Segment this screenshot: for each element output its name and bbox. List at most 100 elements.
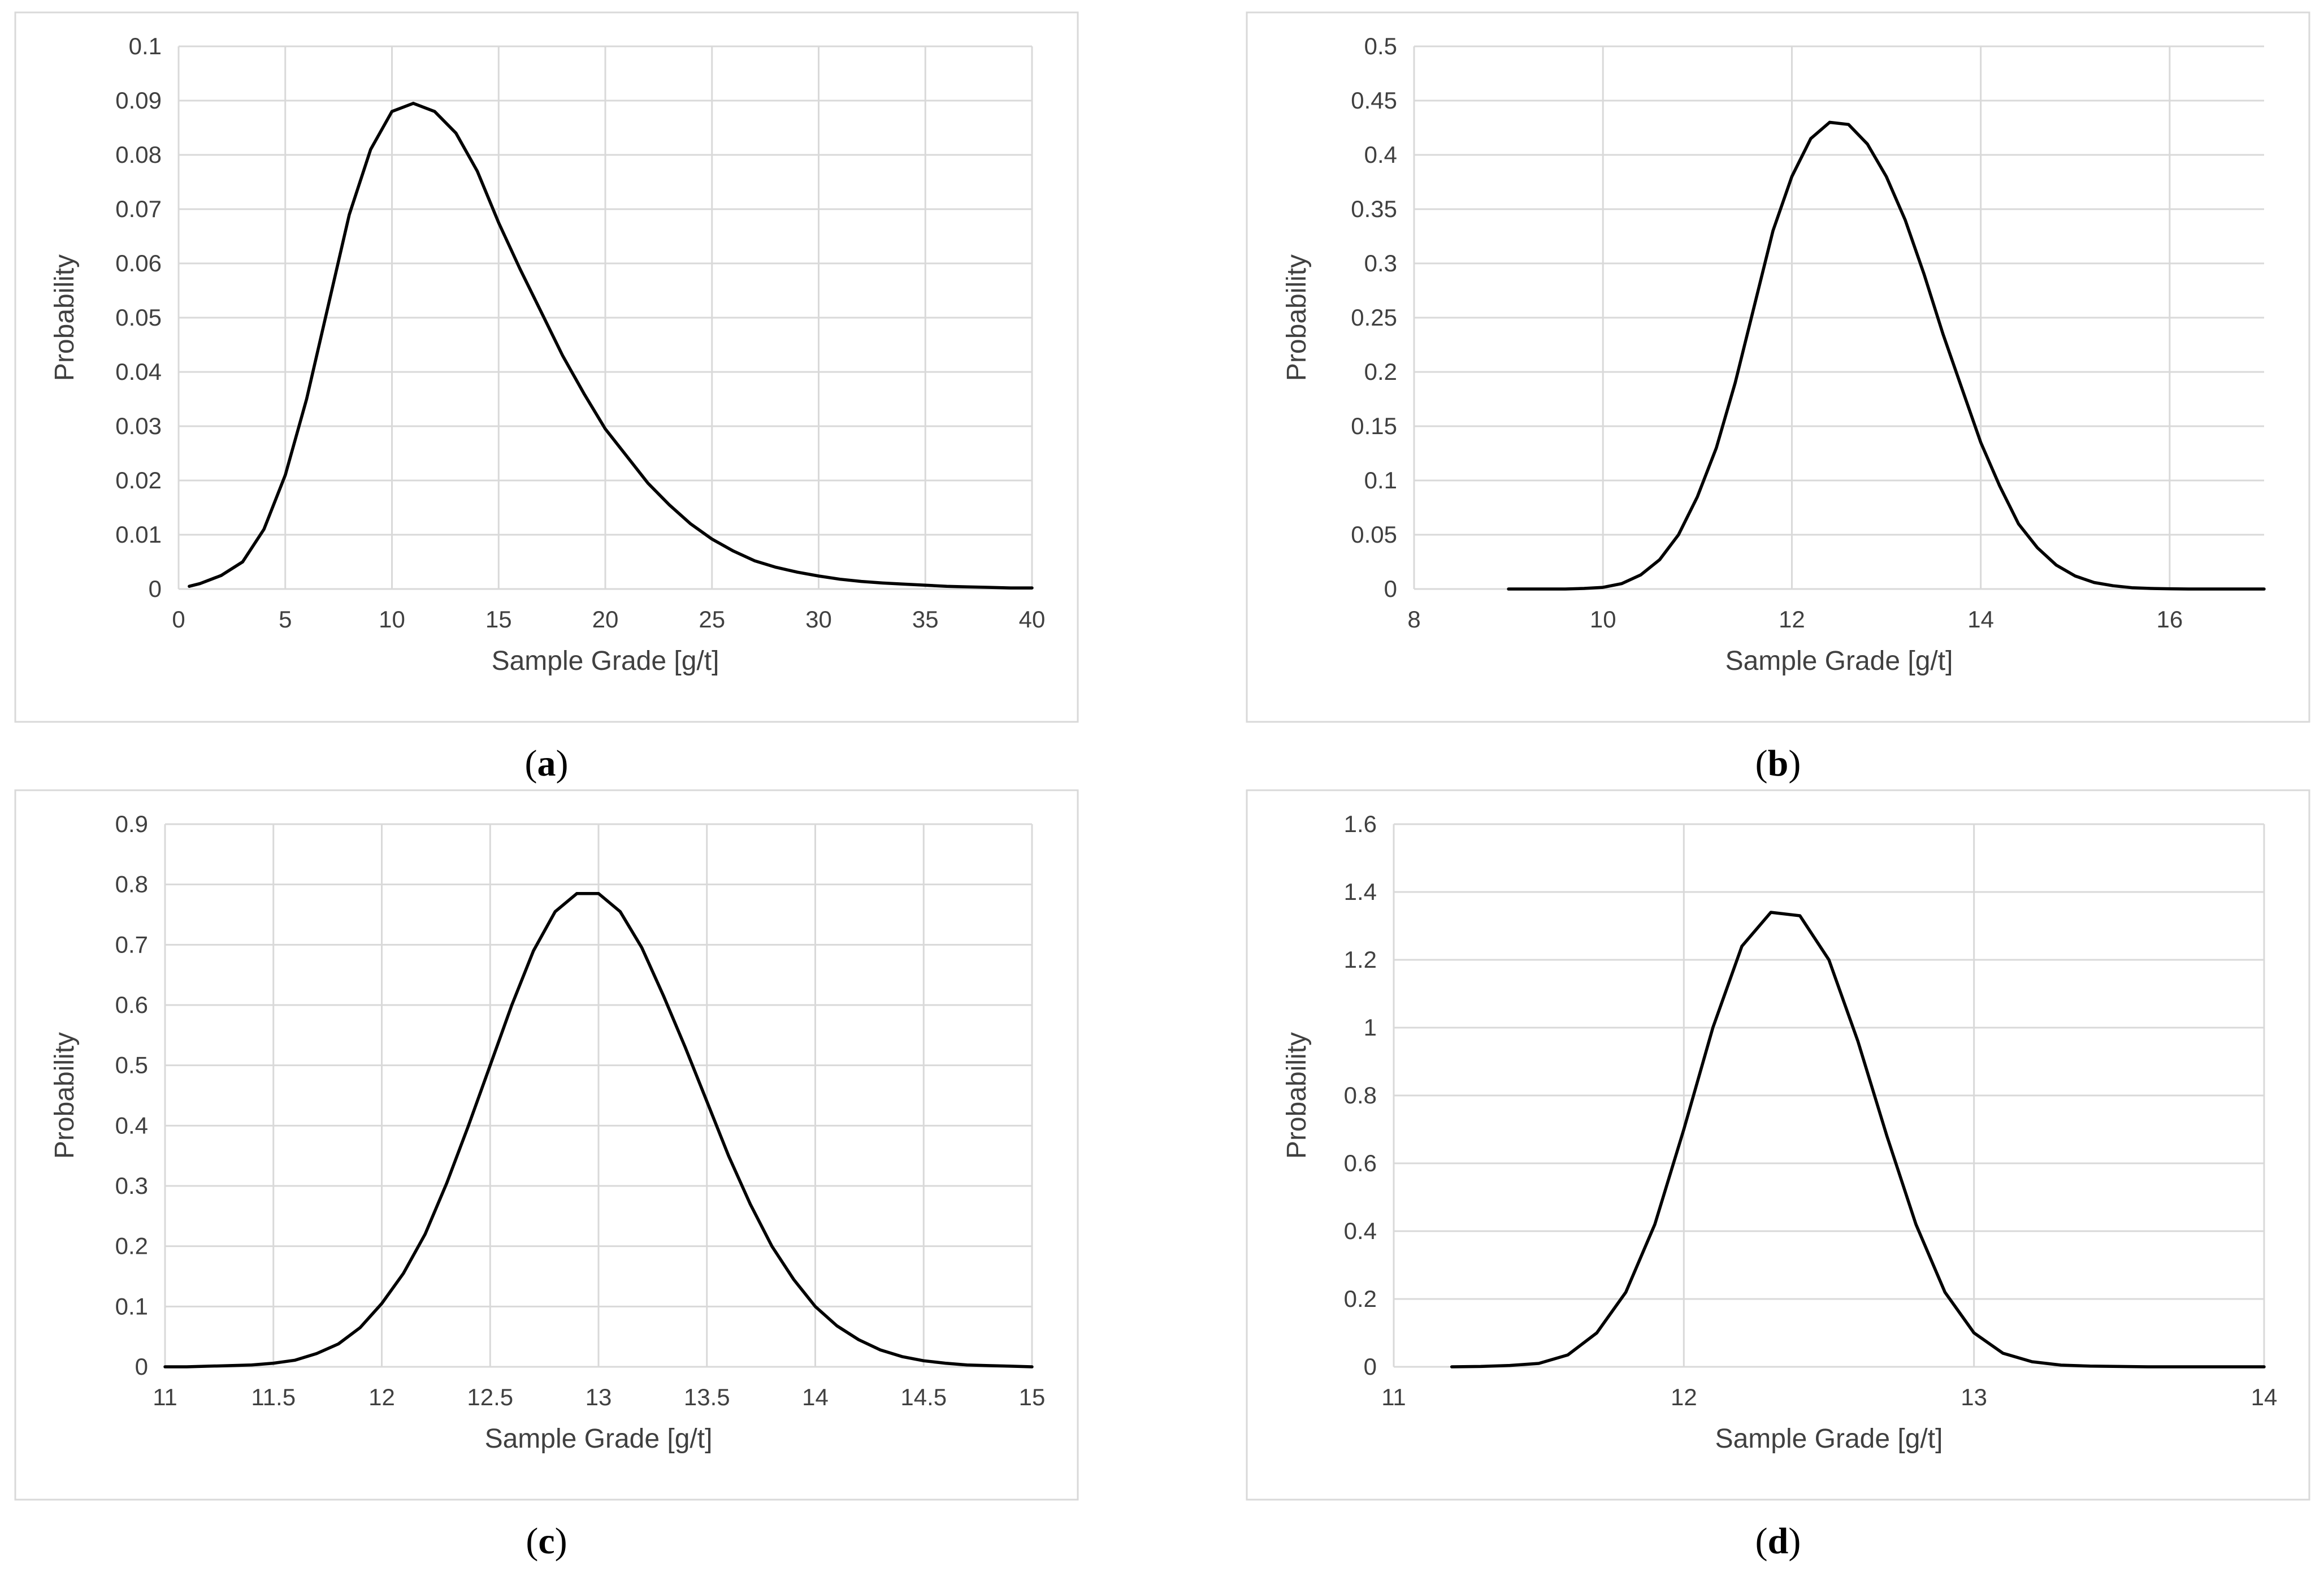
data-point: [1790, 175, 1793, 178]
y-tick-label: 0.06: [115, 250, 162, 276]
x-tick-label: 15: [485, 606, 512, 633]
chart-frame: [14, 11, 1079, 723]
data-point: [2187, 587, 2190, 591]
data-point: [2001, 1352, 2005, 1355]
data-point: [881, 581, 884, 584]
y-tick-label: 1.6: [1344, 811, 1377, 837]
data-point: [454, 132, 458, 135]
data-point: [2225, 587, 2228, 591]
data-point: [1753, 305, 1756, 309]
data-point: [532, 949, 535, 952]
x-tick-label: 13: [1961, 1384, 1987, 1410]
x-axis-title: Sample Grade [g/t]: [1715, 1424, 1943, 1454]
y-tick-label: 0.07: [115, 196, 162, 222]
data-point: [1847, 123, 1850, 126]
data-point: [1771, 229, 1775, 232]
y-tick-label: 0.45: [1351, 87, 1397, 114]
data-point: [315, 1352, 318, 1356]
x-axis-title: Sample Grade [g/t]: [1725, 646, 1953, 676]
data-point: [402, 1272, 405, 1275]
data-point: [2175, 1365, 2179, 1369]
data-point: [1740, 945, 1744, 948]
y-tick-label: 0: [1384, 575, 1397, 602]
data-point: [922, 1359, 925, 1362]
y-tick-label: 0.1: [129, 33, 162, 59]
data-point: [1526, 587, 1529, 591]
data-point: [1943, 1290, 1946, 1294]
data-point: [1563, 587, 1567, 591]
data-point: [2030, 1360, 2034, 1363]
data-point: [358, 1326, 362, 1330]
x-tick-label: 11: [1381, 1384, 1406, 1410]
data-point: [2111, 584, 2115, 587]
data-point: [987, 1364, 990, 1367]
x-tick-label: 11: [153, 1384, 177, 1410]
x-tick-label: 8: [1407, 606, 1420, 633]
data-point: [1885, 175, 1888, 178]
y-tick-label: 0.3: [1364, 250, 1397, 276]
y-tick-label: 0.6: [115, 991, 148, 1018]
x-tick-label: 5: [279, 606, 292, 633]
data-point: [1715, 446, 1718, 449]
data-point: [879, 1348, 882, 1352]
data-point: [326, 305, 329, 309]
data-point: [2204, 1365, 2208, 1369]
chart-panel-b: 0 0.05 0.1 0.15 0.2 0.25 0.3 0.35 0.4 0.45 0.5 8 10 1…: [1246, 11, 2310, 784]
gridlines: [164, 823, 1033, 1368]
data-point: [965, 1363, 969, 1367]
data-point: [710, 538, 714, 541]
data-point: [2074, 574, 2077, 578]
data-point: [2147, 1365, 2150, 1369]
data-point: [1009, 1365, 1012, 1368]
data-point: [835, 1324, 839, 1327]
data-point: [305, 397, 308, 401]
y-tick-label: 0.2: [115, 1233, 148, 1259]
data-point: [683, 1046, 687, 1049]
data-point: [2149, 587, 2152, 590]
data-point: [369, 148, 372, 151]
data-point: [337, 1342, 340, 1345]
data-point: [582, 392, 586, 395]
data-point: [2092, 581, 2096, 584]
data-point: [2234, 1365, 2237, 1369]
data-point: [198, 582, 202, 585]
data-point: [1624, 1290, 1628, 1294]
data-point: [1979, 441, 1983, 444]
data-point: [540, 310, 543, 314]
y-tick-label: 0.8: [1344, 1082, 1377, 1108]
chart-frame: [1246, 789, 2310, 1501]
data-point: [476, 170, 479, 173]
y-tick-label: 0.03: [115, 413, 162, 439]
y-tick-label: 0.04: [115, 358, 162, 385]
data-point: [1922, 272, 1926, 276]
data-point: [2054, 564, 2058, 567]
data-point: [1914, 1223, 1918, 1226]
data-point: [900, 1355, 904, 1358]
x-tick-label: 12: [1779, 606, 1805, 633]
y-tick-label: 0.1: [1364, 467, 1397, 493]
data-point: [228, 1364, 232, 1367]
y-tick-label: 0.5: [115, 1052, 148, 1079]
panel-caption: (b): [1755, 743, 1801, 784]
data-point: [945, 584, 948, 588]
x-tick-label: 14: [2251, 1384, 2278, 1410]
x-tick-label: 16: [2157, 606, 2183, 633]
y-tick-label: 0.3: [115, 1172, 148, 1199]
data-point: [1769, 911, 1772, 914]
y-tick-label: 0.09: [115, 87, 162, 114]
x-tick-label: 40: [1019, 606, 1046, 633]
data-point: [1798, 914, 1802, 917]
data-point: [2206, 587, 2209, 591]
data-point: [944, 1362, 947, 1365]
data-point: [553, 910, 557, 913]
y-axis-title: Probability: [50, 1032, 80, 1159]
data-point: [1595, 1331, 1598, 1335]
data-point: [2262, 1365, 2266, 1369]
data-point: [647, 482, 649, 485]
data-point: [1545, 587, 1548, 591]
data-point: [662, 994, 665, 998]
x-tick-label: 0: [172, 606, 185, 633]
data-point: [1998, 484, 2001, 488]
tick-labels: 0 0.05 0.1 0.15 0.2 0.25 0.3 0.35 0.4 0.45 0.5 8 10 1…: [1351, 33, 2183, 633]
y-tick-label: 1.4: [1344, 878, 1377, 905]
